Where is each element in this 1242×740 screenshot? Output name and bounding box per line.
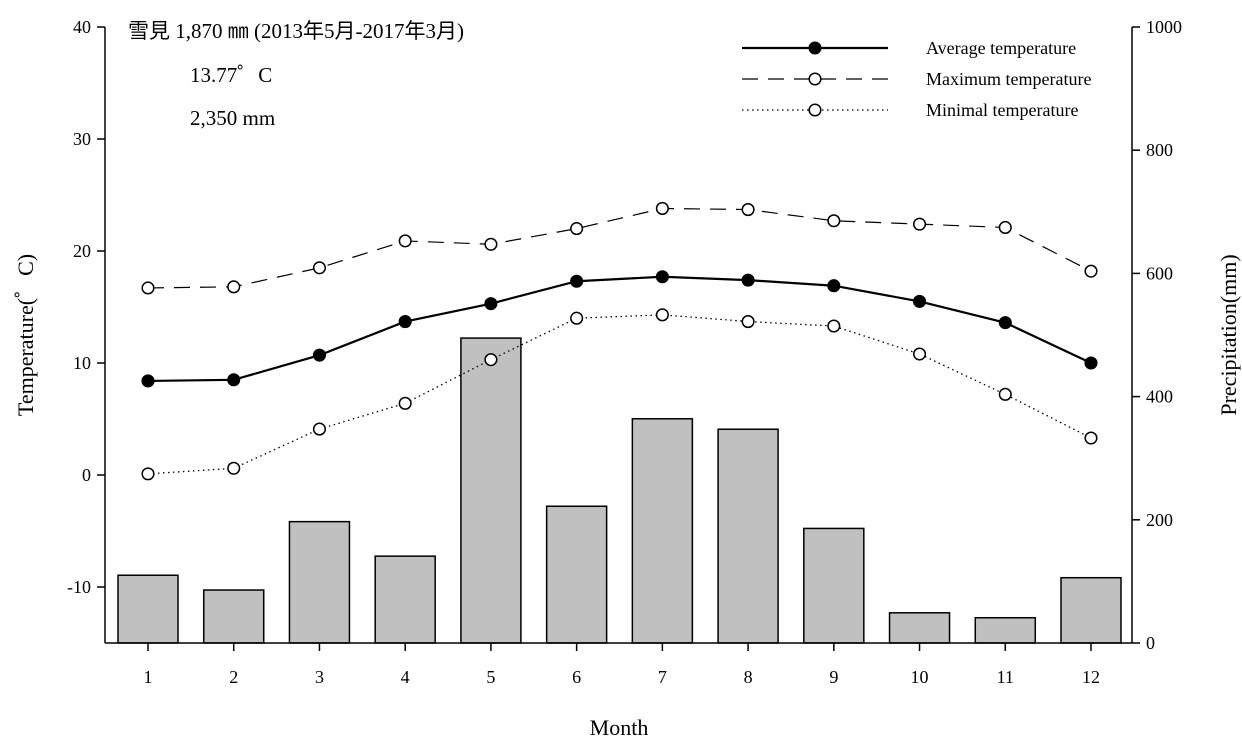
series-point-1 — [827, 279, 841, 293]
series-line-1 — [147, 275, 1092, 383]
series-point-2 — [998, 220, 1012, 235]
series-point-1 — [227, 373, 241, 387]
right-y-tick-label: 600 — [1146, 263, 1173, 283]
series-point-1 — [312, 348, 327, 362]
precipitation-bar — [631, 418, 694, 644]
x-tick-label: 1 — [144, 667, 153, 687]
precipitation-bar — [974, 616, 1037, 644]
x-tick-label: 2 — [229, 667, 238, 687]
precipitation-bars — [117, 337, 1122, 644]
series-point-3 — [1084, 431, 1098, 445]
series-point-3 — [827, 319, 841, 333]
series-point-2 — [655, 201, 669, 215]
x-tick-label: 10 — [911, 667, 929, 687]
left-y-tick-label: 40 — [73, 17, 91, 37]
series-point-1 — [398, 315, 412, 329]
series-point-1 — [912, 294, 927, 308]
legend-marker-1 — [808, 41, 822, 55]
precipitation-bar — [288, 520, 351, 644]
series-point-2 — [741, 203, 755, 217]
right-y-tick-label: 800 — [1146, 140, 1173, 160]
legend-label-2: Maximum temperature — [926, 69, 1091, 89]
axis-ticks: 1 2 3 4 5 6 7 8 9 10 11 12-100102030400200400600800… — [67, 17, 1182, 687]
legend-marker-2 — [808, 72, 822, 86]
precipitation-total-annotation: 2,350 mm — [190, 106, 275, 130]
x-axis-title: Month — [590, 715, 649, 740]
precipitation-bar — [202, 589, 265, 644]
series-line-2 — [147, 207, 1092, 289]
series-point-3 — [998, 387, 1012, 401]
x-tick-label: 7 — [658, 667, 667, 687]
precipitation-bar — [545, 505, 608, 644]
left-y-tick-label: -10 — [67, 577, 91, 597]
left-y-tick-label: 20 — [73, 241, 91, 261]
right-y-tick-label: 200 — [1146, 510, 1173, 530]
series-point-3 — [484, 353, 498, 367]
series-point-2 — [1084, 264, 1098, 278]
mean-temperature-annotation: 13.77゜C — [190, 63, 272, 87]
series-point-2 — [141, 281, 155, 295]
right-y-tick-label: 400 — [1146, 387, 1173, 407]
right-y-axis-title: Precipitation(mm) — [1216, 254, 1241, 415]
legend-label-1: Average temperature — [926, 38, 1076, 58]
series-point-1 — [655, 270, 669, 284]
series-point-1 — [141, 374, 155, 388]
series-point-2 — [398, 234, 412, 248]
series-point-1 — [484, 297, 498, 311]
temperature-lines — [141, 201, 1098, 481]
right-y-tick-label: 0 — [1146, 633, 1155, 653]
series-point-2 — [570, 222, 584, 236]
precipitation-bar — [717, 428, 779, 644]
series-point-3 — [312, 422, 327, 436]
series-point-2 — [227, 280, 241, 294]
series-point-1 — [1084, 356, 1098, 370]
series-point-3 — [227, 461, 241, 475]
legend: Average temperature Maximum temperature Mi… — [742, 38, 1091, 120]
series-point-3 — [141, 467, 155, 481]
series-point-1 — [570, 274, 584, 288]
precipitation-bar — [460, 337, 522, 644]
legend-label-3: Minimal temperature — [926, 100, 1078, 120]
series-point-1 — [998, 316, 1012, 330]
series-point-3 — [398, 396, 412, 410]
x-tick-label: 11 — [997, 667, 1014, 687]
x-tick-label: 4 — [401, 667, 410, 687]
series-line-3 — [147, 314, 1092, 475]
series-point-2 — [312, 261, 327, 275]
series-point-3 — [741, 315, 755, 329]
precipitation-bar — [888, 612, 951, 644]
series-point-3 — [912, 347, 927, 361]
left-y-tick-label: 10 — [73, 353, 91, 373]
precipitation-bar — [374, 555, 436, 644]
series-point-2 — [912, 217, 927, 231]
station-annotation: 雪見 1,870 ㎜ (2013年5月-2017年3月) — [128, 19, 464, 43]
series-point-2 — [484, 237, 498, 251]
left-y-axis-title: Temperature(゜C) — [13, 254, 38, 416]
series-point-3 — [570, 311, 584, 325]
x-tick-label: 3 — [315, 667, 324, 687]
x-tick-label: 5 — [486, 667, 495, 687]
legend-marker-3 — [808, 103, 822, 117]
x-tick-label: 12 — [1082, 667, 1100, 687]
left-y-tick-label: 0 — [82, 465, 91, 485]
series-point-1 — [741, 273, 755, 287]
x-tick-label: 6 — [572, 667, 581, 687]
x-tick-label: 9 — [829, 667, 838, 687]
x-tick-label: 8 — [744, 667, 753, 687]
series-point-3 — [655, 308, 669, 322]
precipitation-bar — [803, 527, 865, 644]
left-y-tick-label: 30 — [73, 129, 91, 149]
right-y-tick-label: 1000 — [1146, 17, 1182, 37]
precipitation-bar — [1060, 576, 1122, 644]
precipitation-bar — [117, 574, 179, 644]
series-point-2 — [827, 214, 841, 228]
